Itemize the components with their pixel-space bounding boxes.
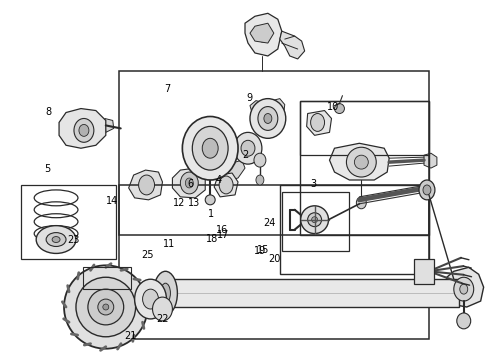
Ellipse shape (219, 176, 233, 194)
Ellipse shape (301, 206, 328, 234)
Ellipse shape (457, 313, 471, 329)
Text: 23: 23 (67, 235, 80, 245)
Text: 6: 6 (187, 179, 194, 189)
Ellipse shape (264, 113, 272, 123)
Ellipse shape (354, 155, 368, 169)
Bar (300, 100, 429, 235)
Ellipse shape (152, 297, 172, 321)
Text: 25: 25 (141, 250, 154, 260)
Text: 20: 20 (268, 253, 280, 264)
Text: 9: 9 (247, 93, 253, 103)
Ellipse shape (454, 277, 474, 301)
Text: 4: 4 (215, 175, 221, 185)
Ellipse shape (257, 26, 269, 42)
Polygon shape (172, 168, 205, 198)
Polygon shape (424, 153, 437, 168)
Bar (119, 185, 429, 339)
Text: 1: 1 (208, 209, 214, 219)
Bar (21, 185, 116, 260)
Ellipse shape (258, 107, 278, 130)
Bar (280, 185, 429, 274)
Ellipse shape (88, 289, 123, 325)
Ellipse shape (335, 104, 344, 113)
Ellipse shape (256, 175, 264, 185)
Text: 24: 24 (263, 218, 275, 228)
Polygon shape (228, 160, 245, 180)
Text: 8: 8 (46, 107, 52, 117)
Ellipse shape (46, 233, 66, 247)
Ellipse shape (250, 99, 286, 138)
Ellipse shape (308, 213, 321, 227)
Ellipse shape (64, 265, 147, 349)
Ellipse shape (135, 279, 167, 319)
Polygon shape (250, 100, 265, 113)
Polygon shape (129, 170, 163, 200)
Text: 21: 21 (124, 332, 137, 342)
Polygon shape (272, 99, 285, 113)
Polygon shape (307, 111, 332, 135)
Bar (83, 267, 131, 289)
Ellipse shape (205, 195, 215, 205)
Polygon shape (59, 109, 106, 148)
Ellipse shape (79, 125, 89, 136)
Text: 22: 22 (156, 314, 169, 324)
Text: 2: 2 (242, 150, 248, 160)
Ellipse shape (182, 117, 238, 180)
Polygon shape (245, 13, 282, 56)
Ellipse shape (74, 118, 94, 142)
Ellipse shape (153, 271, 177, 315)
Polygon shape (250, 23, 274, 43)
Text: 12: 12 (173, 198, 185, 208)
Ellipse shape (36, 226, 76, 253)
Ellipse shape (356, 197, 367, 209)
Ellipse shape (312, 217, 318, 223)
Ellipse shape (139, 175, 154, 195)
Text: 10: 10 (326, 102, 339, 112)
Text: 15: 15 (257, 245, 270, 255)
Text: 13: 13 (188, 198, 200, 208)
Text: 19: 19 (253, 247, 266, 256)
Bar (282, 192, 349, 251)
Ellipse shape (161, 283, 171, 303)
Bar (414, 260, 434, 284)
Text: 11: 11 (163, 239, 175, 249)
Ellipse shape (52, 237, 60, 243)
Ellipse shape (460, 284, 468, 294)
Polygon shape (105, 118, 114, 132)
Ellipse shape (234, 132, 262, 164)
Text: 17: 17 (217, 230, 229, 240)
Text: 18: 18 (206, 234, 218, 244)
Polygon shape (280, 31, 305, 59)
Text: 7: 7 (164, 84, 170, 94)
Polygon shape (214, 173, 238, 197)
Ellipse shape (423, 185, 431, 195)
Bar (119, 71, 429, 235)
Ellipse shape (76, 277, 136, 337)
Ellipse shape (202, 138, 218, 158)
Polygon shape (444, 267, 484, 307)
Ellipse shape (254, 153, 266, 167)
Bar (166, 279, 459, 307)
Ellipse shape (192, 126, 228, 170)
Text: 5: 5 (45, 164, 51, 174)
Polygon shape (329, 143, 389, 180)
Ellipse shape (143, 289, 158, 309)
Ellipse shape (185, 178, 193, 188)
Ellipse shape (180, 172, 198, 194)
Ellipse shape (346, 147, 376, 177)
Ellipse shape (311, 113, 324, 131)
Text: 14: 14 (106, 197, 119, 206)
Ellipse shape (260, 30, 266, 38)
Ellipse shape (419, 180, 435, 200)
Ellipse shape (241, 140, 255, 156)
Ellipse shape (98, 299, 114, 315)
Text: 16: 16 (216, 225, 228, 235)
Ellipse shape (103, 304, 109, 310)
Bar (300, 100, 429, 155)
Text: 3: 3 (310, 179, 316, 189)
